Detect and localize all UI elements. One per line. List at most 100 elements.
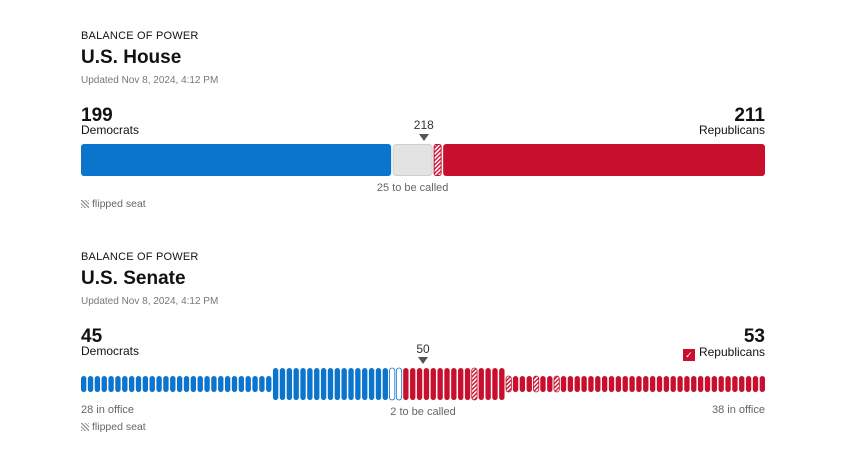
senate-seat-dem	[149, 376, 155, 392]
senate-seat-dem	[224, 376, 231, 392]
senate-seat-dem	[286, 368, 293, 400]
senate-rep-in-office: 38 in office	[711, 404, 765, 416]
senate-seat-dem	[300, 368, 306, 400]
senate-seat-dem	[272, 368, 279, 400]
senate-dem-count: 45	[81, 326, 103, 347]
senate-seat-rep	[430, 368, 436, 400]
house-majority-label: 218	[413, 118, 434, 132]
senate-rep-label-wrap: ✓ Republicans	[682, 346, 765, 361]
house-uncalled-label: 25 to be called	[376, 182, 449, 194]
house-title: U.S. House	[81, 47, 182, 68]
senate-seat-rep	[478, 368, 484, 400]
senate-seat-rep	[622, 376, 628, 392]
senate-updated: Updated Nov 8, 2024, 4:12 PM	[81, 296, 219, 307]
senate-seat-dem	[245, 376, 251, 392]
senate-seat-rep	[526, 376, 532, 392]
senate-seat-rep	[403, 368, 409, 400]
senate-seat-dem	[101, 376, 107, 392]
senate-seat-dem	[135, 376, 142, 392]
senate-seat-dem	[231, 376, 238, 392]
senate-seat-dem	[307, 368, 313, 400]
senate-seat-rep	[512, 376, 519, 392]
senate-seat-dem	[170, 376, 176, 392]
house-rep-segment	[443, 144, 765, 176]
senate-seat-rep	[725, 376, 731, 392]
senate-seat-dem	[334, 368, 340, 400]
senate-seat-rep	[581, 376, 587, 392]
senate-panel: BALANCE OF POWER U.S. Senate Updated Nov…	[81, 251, 765, 441]
senate-seat-rep	[540, 376, 546, 392]
senate-seat-rep	[492, 368, 498, 400]
senate-seat-rep	[649, 376, 656, 392]
senate-seat-dem	[320, 368, 327, 400]
senate-seat-dem	[252, 376, 258, 392]
senate-seat-dem	[204, 376, 210, 392]
senate-seat-rep	[519, 376, 526, 392]
senate-seat-rep	[547, 376, 553, 392]
senate-seat-rep	[437, 368, 443, 400]
senate-flipped-legend: flipped seat	[81, 421, 146, 433]
senate-seat-dem	[375, 368, 382, 400]
senate-seat-dem	[176, 376, 183, 392]
senate-seat-rep-flipped	[533, 375, 540, 393]
senate-seat-rep	[608, 376, 615, 392]
senate-seat-rep	[458, 368, 464, 400]
senate-kicker: BALANCE OF POWER	[81, 251, 199, 263]
senate-seat-dem	[190, 376, 197, 392]
senate-seat-dem	[142, 376, 149, 392]
house-rep-label: Republicans	[698, 123, 765, 137]
senate-seat-rep	[601, 376, 608, 392]
senate-bar-chart	[81, 367, 765, 401]
senate-seat-dem	[238, 376, 245, 392]
senate-seat-rep	[745, 376, 752, 392]
senate-seat-rep	[416, 368, 423, 400]
senate-seat-rep	[670, 376, 676, 392]
house-updated: Updated Nov 8, 2024, 4:12 PM	[81, 75, 219, 86]
senate-seat-dem	[266, 376, 272, 392]
senate-seat-dem	[211, 376, 217, 392]
senate-seat-dem	[94, 376, 101, 392]
house-rep-flipped-segment	[433, 144, 442, 176]
senate-seat-rep	[423, 368, 430, 400]
senate-seat-dem	[197, 376, 203, 392]
senate-seat-rep	[636, 376, 642, 392]
senate-seat-dem	[259, 376, 265, 392]
senate-seat-rep-flipped	[471, 367, 478, 401]
senate-seat-dem	[128, 376, 135, 392]
senate-seat-dem	[122, 376, 128, 392]
senate-seat-rep-flipped	[553, 375, 560, 393]
senate-seat-rep	[752, 376, 759, 392]
senate-seat-rep	[711, 376, 718, 392]
house-dem-segment	[81, 144, 392, 176]
senate-title: U.S. Senate	[81, 268, 186, 289]
house-kicker: BALANCE OF POWER	[81, 30, 199, 42]
senate-seat-dem	[108, 376, 114, 392]
senate-seat-rep	[697, 376, 704, 392]
winner-check-icon: ✓	[682, 349, 695, 361]
senate-seat-rep	[588, 376, 594, 392]
senate-majority-label: 50	[416, 342, 430, 356]
senate-seat-rep	[629, 376, 635, 392]
senate-seat-rep	[485, 368, 491, 400]
senate-seat-rep	[560, 376, 567, 392]
senate-seat-dem	[163, 376, 169, 392]
senate-seat-rep	[464, 368, 471, 400]
senate-rep-count: 53	[743, 326, 765, 347]
senate-seat-rep-flipped	[505, 375, 512, 393]
senate-seat-dem	[368, 368, 375, 400]
senate-seat-dem	[362, 368, 368, 400]
senate-seat-rep	[574, 376, 580, 392]
senate-majority-marker	[418, 357, 428, 364]
house-flipped-legend: flipped seat	[81, 198, 146, 210]
senate-seat-rep	[410, 368, 416, 400]
senate-seat-dem	[87, 376, 94, 392]
senate-seat-rep	[451, 368, 457, 400]
senate-seat-dem	[327, 368, 334, 400]
senate-seat-dem	[218, 376, 224, 392]
house-rep-count: 211	[734, 105, 765, 126]
senate-seat-dem	[293, 368, 299, 400]
hatch-icon	[81, 423, 89, 431]
house-majority-marker	[418, 134, 429, 141]
house-dem-label: Democrats	[81, 123, 140, 137]
senate-seat-dem	[382, 368, 388, 400]
